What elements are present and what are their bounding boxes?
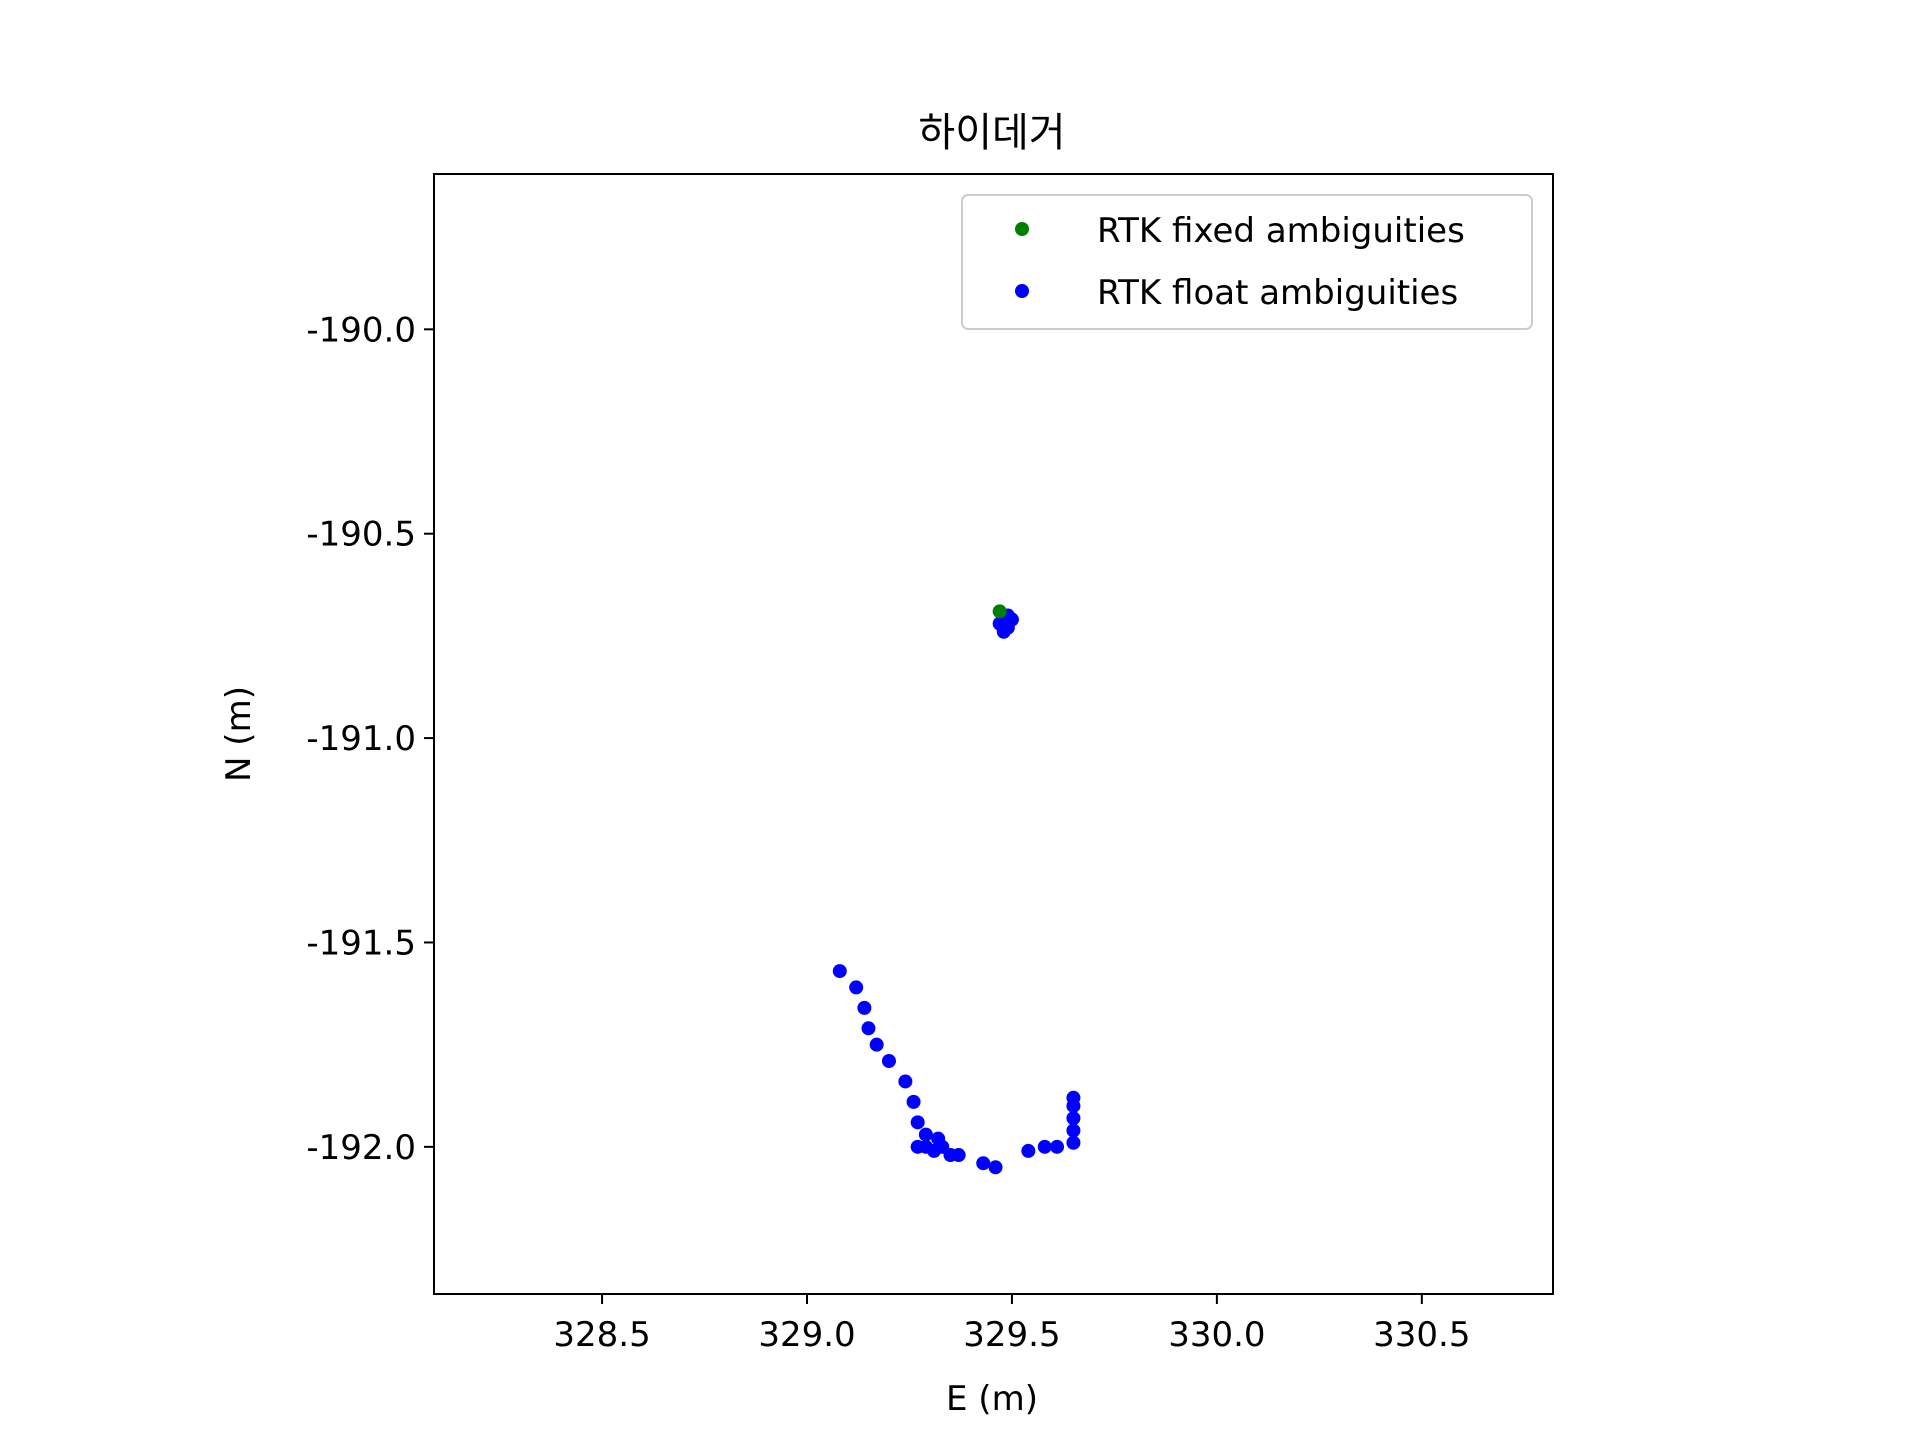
rtk-float-point xyxy=(869,1037,884,1052)
rtk-float-point xyxy=(849,980,864,995)
rtk-float-point xyxy=(1021,1143,1036,1158)
rtk-float-point xyxy=(1066,1135,1081,1150)
x-tick-label: 329.5 xyxy=(963,1315,1060,1355)
rtk-float-point xyxy=(1066,1123,1081,1138)
y-tick-label: -190.5 xyxy=(306,515,416,555)
rtk-float-point xyxy=(898,1074,913,1089)
x-tick-label: 330.5 xyxy=(1373,1315,1470,1355)
legend-marker-fixed xyxy=(1015,222,1029,236)
x-tick-label: 329.0 xyxy=(758,1315,855,1355)
plot-area-frame xyxy=(433,173,1554,1295)
rtk-float-point xyxy=(857,1000,872,1015)
y-tick-label: -190.0 xyxy=(306,310,416,350)
x-tick-label: 328.5 xyxy=(553,1315,650,1355)
rtk-float-point xyxy=(832,964,847,979)
rtk-float-point xyxy=(1050,1139,1065,1154)
legend-box xyxy=(961,194,1533,330)
rtk-fixed-point xyxy=(992,604,1007,619)
rtk-float-point xyxy=(976,1156,991,1171)
legend-label-float: RTK float ambiguities xyxy=(1097,273,1458,313)
rtk-float-point xyxy=(996,624,1011,639)
y-axis: -190.0 -190.5 -191.0 -191.5 -192.0 xyxy=(306,310,434,1168)
y-axis-label: N (m) xyxy=(219,686,259,782)
rtk-float-point xyxy=(1066,1090,1081,1105)
x-axis: 328.5 329.0 329.5 330.0 330.5 xyxy=(553,1294,1471,1355)
rtk-float-point xyxy=(1066,1111,1081,1126)
legend-marker-float xyxy=(1015,284,1029,298)
rtk-float-point xyxy=(881,1054,896,1069)
rtk-float-point xyxy=(1037,1139,1052,1154)
rtk-float-point xyxy=(910,1115,925,1130)
x-tick-label: 330.0 xyxy=(1168,1315,1265,1355)
legend-label-fixed: RTK fixed ambiguities xyxy=(1097,211,1465,251)
y-tick-label: -191.0 xyxy=(306,719,416,759)
y-tick-label: -192.0 xyxy=(306,1128,416,1168)
rtk-float-point xyxy=(861,1021,876,1036)
x-axis-label: E (m) xyxy=(946,1379,1038,1419)
y-tick-label: -191.5 xyxy=(306,923,416,963)
rtk-float-point xyxy=(988,1160,1003,1175)
rtk-float-point xyxy=(1004,612,1019,627)
rtk-float-point xyxy=(951,1148,966,1163)
data-markers xyxy=(832,604,1081,1175)
rtk-float-point xyxy=(918,1127,933,1142)
rtk-float-point xyxy=(906,1094,921,1109)
legend: RTK fixed ambiguities RTK float ambiguit… xyxy=(961,194,1533,330)
chart-title: 하이데거 xyxy=(918,110,1065,156)
